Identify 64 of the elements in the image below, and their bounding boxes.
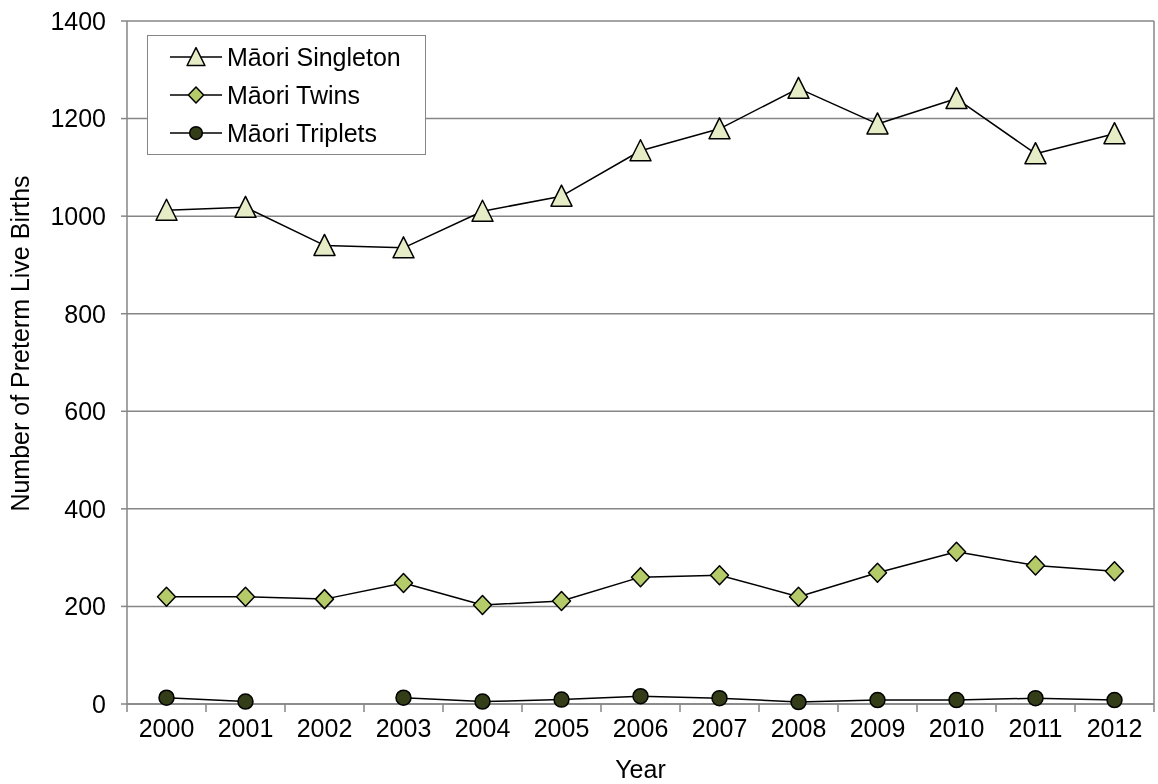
x-tick-label: 2002 bbox=[296, 713, 353, 742]
point bbox=[156, 586, 177, 607]
point bbox=[787, 76, 810, 100]
x-tick-label: 2012 bbox=[1086, 713, 1143, 742]
point bbox=[1103, 121, 1126, 145]
x-tick-label: 2004 bbox=[454, 713, 511, 742]
point bbox=[155, 198, 178, 222]
point bbox=[553, 691, 570, 708]
y-axis-title: Number of Preterm Live Births bbox=[6, 175, 34, 512]
y-tick-label: 800 bbox=[64, 299, 106, 328]
point bbox=[1025, 555, 1046, 576]
point bbox=[1027, 689, 1044, 707]
x-tick-label: 2005 bbox=[533, 713, 590, 742]
x-tick-label: 2011 bbox=[1008, 713, 1063, 742]
point bbox=[392, 236, 415, 259]
point bbox=[788, 586, 809, 607]
x-tick-label: 2001 bbox=[217, 713, 274, 742]
x-axis-title: Year bbox=[615, 755, 666, 783]
point bbox=[711, 689, 728, 707]
x-tick-label: 2003 bbox=[375, 713, 432, 742]
point bbox=[632, 687, 649, 705]
point bbox=[1024, 141, 1047, 165]
point bbox=[948, 691, 965, 709]
point bbox=[550, 184, 573, 207]
point bbox=[234, 195, 257, 219]
y-tick-label: 600 bbox=[64, 397, 106, 426]
point bbox=[471, 199, 494, 223]
y-tick-label: 200 bbox=[64, 592, 106, 621]
point bbox=[1104, 561, 1125, 582]
point bbox=[237, 693, 254, 710]
point bbox=[866, 112, 889, 135]
x-tick-label: 2006 bbox=[612, 713, 669, 742]
point bbox=[551, 590, 572, 612]
point bbox=[629, 139, 652, 162]
x-tick-label: 2010 bbox=[928, 713, 985, 742]
point bbox=[314, 588, 335, 610]
legend-label: Māori Twins bbox=[227, 80, 360, 110]
legend-label: Māori Singleton bbox=[227, 42, 401, 72]
point bbox=[313, 233, 336, 257]
x-tick-label: 2009 bbox=[849, 713, 906, 742]
point bbox=[1106, 691, 1123, 709]
y-tick-label: 1200 bbox=[50, 104, 106, 133]
point bbox=[709, 564, 730, 586]
y-tick-label: 400 bbox=[64, 494, 106, 523]
point bbox=[393, 572, 414, 594]
x-tick-label: 2008 bbox=[770, 713, 827, 742]
point bbox=[474, 693, 491, 710]
point bbox=[869, 691, 886, 709]
point bbox=[790, 693, 807, 711]
x-tick-label: 2000 bbox=[138, 713, 195, 742]
x-tick-label: 2007 bbox=[691, 713, 748, 742]
point bbox=[945, 86, 968, 110]
y-tick-label: 1000 bbox=[50, 202, 106, 231]
y-tick-label: 1400 bbox=[50, 6, 106, 35]
y-tick-label: 0 bbox=[92, 689, 106, 718]
point bbox=[630, 566, 651, 588]
point bbox=[867, 562, 888, 584]
point bbox=[946, 541, 967, 563]
legend-label: Māori Triplets bbox=[227, 118, 378, 148]
point bbox=[235, 586, 256, 607]
point bbox=[472, 594, 493, 616]
point bbox=[708, 117, 731, 140]
point bbox=[158, 689, 175, 706]
point bbox=[395, 689, 412, 706]
